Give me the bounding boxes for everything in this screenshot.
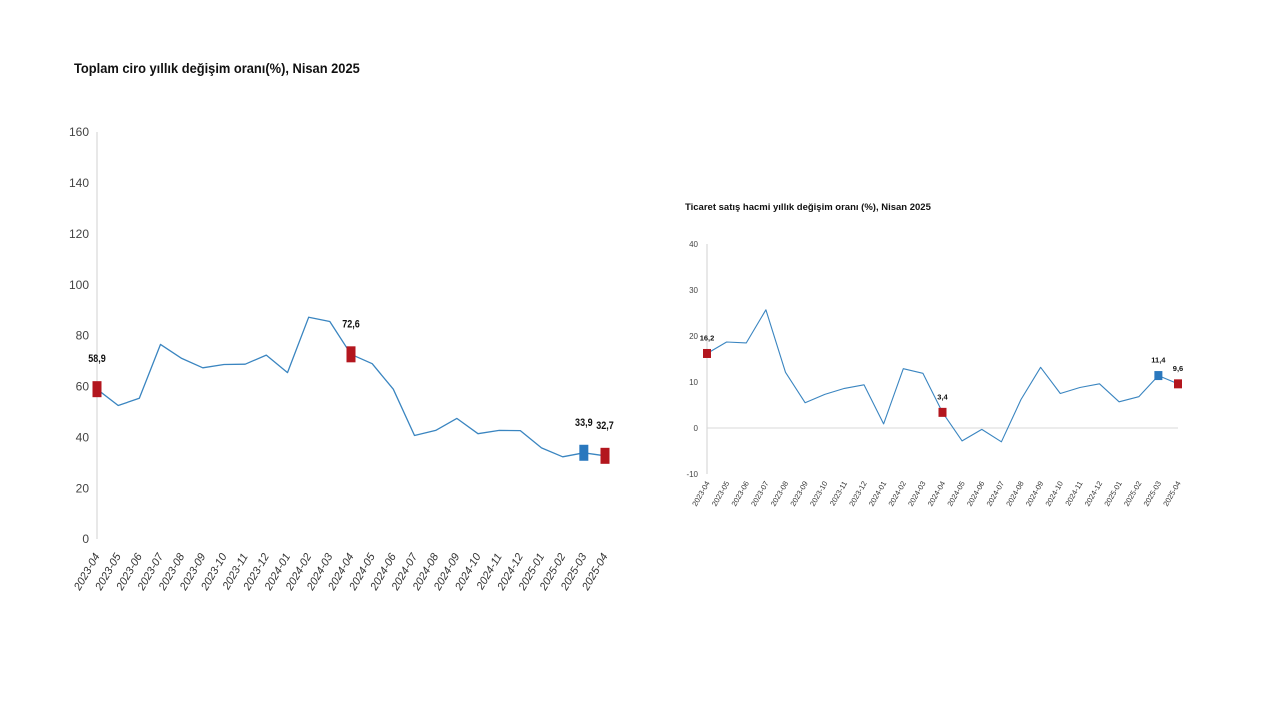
x-tick-label: 2024-01 [867, 480, 889, 508]
highlight-marker [579, 444, 589, 461]
x-tick-label: 2024-12 [1083, 480, 1105, 508]
x-tick-label: 2023-10 [808, 480, 830, 508]
x-tick-label: 2024-06 [965, 480, 987, 508]
highlight-marker [346, 346, 356, 363]
series-line [706, 309, 1179, 443]
y-tick-label: 120 [69, 227, 89, 241]
y-tick-label: 0 [82, 532, 89, 546]
y-tick-label: 40 [76, 430, 90, 444]
highlight-marker [938, 407, 947, 417]
x-tick-label: 2023-07 [749, 480, 771, 508]
axes: -10 0 10 20 30 40 2023-042023-052023-062023-07… [686, 240, 1182, 508]
x-tick-label: 2024-04 [926, 480, 948, 508]
data-label: 9,6 [1173, 364, 1183, 373]
y-tick-label: 20 [689, 332, 698, 341]
x-tick-label: 2024-02 [886, 480, 908, 508]
y-tick-label: 100 [69, 278, 89, 292]
axes: 0204060801001201401602023-042023-052023-… [69, 125, 611, 593]
highlight-marker [92, 381, 102, 398]
x-tick-label: 2024-10 [1043, 480, 1065, 508]
chart-trade-volume: Ticaret satış hacmi yıllık değişim oranı… [685, 202, 1183, 508]
y-tick-label: 10 [689, 378, 698, 387]
x-tick-label: 2023-11 [828, 480, 849, 508]
x-tick-label: 2023-12 [847, 480, 869, 508]
y-tick-label: 30 [689, 286, 698, 295]
data-label: 72,6 [342, 319, 360, 331]
x-tick-label: 2024-03 [906, 480, 928, 508]
y-tick-label: 40 [689, 240, 698, 249]
x-tick-label: 2025-03 [1142, 480, 1164, 508]
x-tick-label: 2024-09 [1024, 480, 1046, 508]
data-label: 58,9 [88, 353, 106, 365]
x-tick-label: 2023-04 [690, 480, 712, 508]
data-label: 3,4 [937, 392, 948, 401]
x-tick-label: 2023-09 [788, 480, 810, 508]
y-tick-label: 0 [694, 424, 699, 433]
y-tick-label: 80 [76, 329, 90, 343]
y-tick-label: -10 [686, 470, 698, 479]
x-tick-label: 2024-07 [985, 480, 1007, 508]
highlight-marker [1174, 379, 1182, 389]
highlight-marker [1154, 371, 1163, 381]
x-tick-label: 2023-06 [729, 480, 751, 508]
data-label: 32,7 [596, 420, 614, 432]
highlight-marker [600, 447, 610, 464]
highlight-marker [703, 348, 711, 358]
chart-title: Ticaret satış hacmi yıllık değişim oranı… [685, 202, 932, 213]
y-tick-label: 140 [69, 176, 89, 190]
y-tick-label: 60 [76, 380, 90, 394]
x-tick-label: 2024-05 [945, 480, 967, 508]
chart-title: Toplam ciro yıllık değişim oranı(%), Nis… [74, 61, 360, 77]
chart-total-turnover: Toplam ciro yıllık değişim oranı(%), Nis… [69, 61, 614, 594]
x-tick-label: 2025-04 [1161, 480, 1183, 508]
y-tick-label: 160 [69, 125, 89, 139]
data-label: 33,9 [575, 417, 593, 429]
x-tick-label: 2025-01 [1102, 480, 1124, 508]
x-tick-label: 2023-05 [710, 480, 732, 508]
x-tick-label: 2025-02 [1122, 480, 1144, 508]
plot-area: 16,2 3,4 11,4 9,6 [700, 309, 1183, 443]
x-tick-label: 2023-08 [769, 480, 791, 508]
y-tick-label: 20 [76, 481, 90, 495]
x-tick-label: 2024-11 [1063, 480, 1084, 508]
data-label: 11,4 [1151, 356, 1166, 365]
plot-area: 58,9 72,6 33,9 32,7 [88, 316, 614, 464]
x-tick-label: 2024-08 [1004, 480, 1026, 508]
series-line [96, 316, 606, 458]
data-label: 16,2 [700, 333, 715, 342]
